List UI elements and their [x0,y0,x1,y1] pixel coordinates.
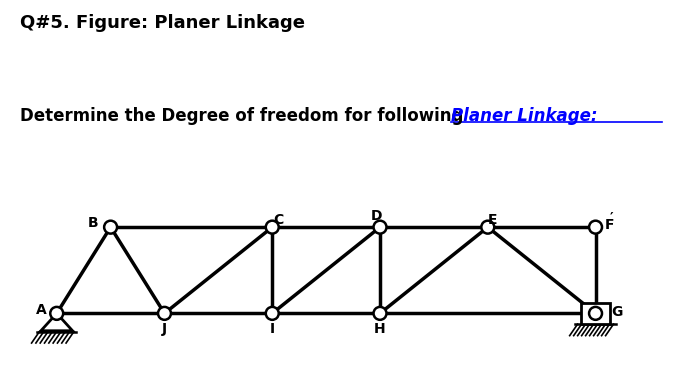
Circle shape [104,221,117,234]
Circle shape [481,221,494,234]
Text: J: J [162,322,167,336]
FancyBboxPatch shape [581,303,610,324]
Circle shape [589,221,602,234]
Circle shape [374,221,387,234]
Text: A: A [35,303,46,317]
Text: C: C [273,213,283,227]
Circle shape [266,221,279,234]
Text: Planer Linkage:: Planer Linkage: [451,107,597,125]
Circle shape [374,307,387,320]
Circle shape [158,307,171,320]
Text: D: D [370,209,382,223]
Text: I: I [270,322,275,336]
Text: B: B [87,216,98,230]
Circle shape [266,307,279,320]
Text: H: H [374,322,386,336]
Text: ′: ′ [609,210,613,224]
Circle shape [589,307,602,320]
Text: G: G [612,305,623,319]
Text: E: E [488,213,497,227]
Circle shape [50,307,63,320]
Text: Q#5. Figure: Planer Linkage: Q#5. Figure: Planer Linkage [20,14,306,32]
Text: Determine the Degree of freedom for following: Determine the Degree of freedom for foll… [20,107,470,125]
Text: F: F [605,218,615,232]
Polygon shape [41,313,73,331]
